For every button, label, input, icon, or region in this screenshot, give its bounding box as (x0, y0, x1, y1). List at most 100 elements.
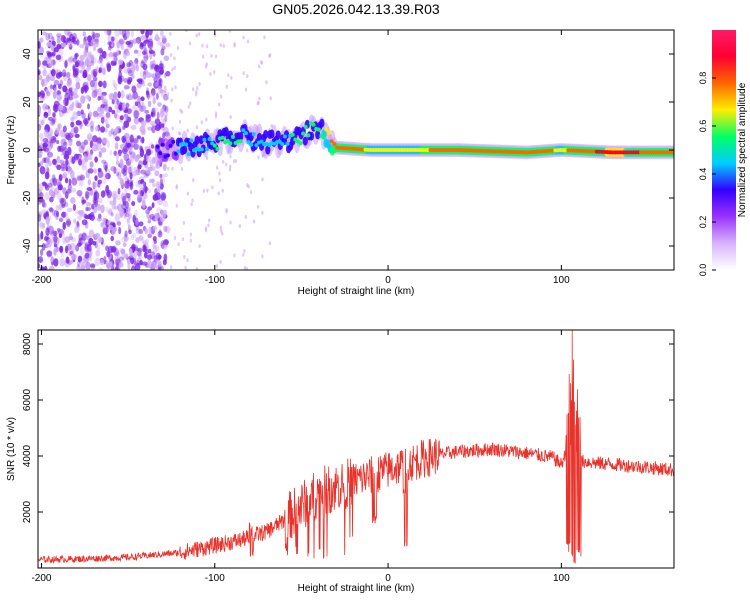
noise-dot (119, 115, 124, 121)
noise-dot (243, 248, 246, 253)
signal-peak (171, 139, 176, 144)
noise-dot (125, 212, 130, 218)
noise-dot (109, 263, 114, 270)
noise-dot (129, 248, 133, 256)
noise-dot (103, 255, 108, 261)
noise-dot (38, 263, 41, 269)
noise-dot (91, 34, 95, 43)
noise-dot (99, 258, 105, 266)
noise-dot (128, 229, 132, 235)
noise-dot (38, 107, 41, 116)
noise-dot (118, 226, 122, 235)
signal-peak (238, 139, 243, 144)
noise-dot (79, 210, 85, 217)
noise-dot (122, 102, 126, 111)
noise-dot (47, 215, 52, 222)
noise-dot (131, 85, 137, 93)
noise-dot (84, 243, 90, 251)
noise-dot (180, 166, 184, 171)
noise-dot (67, 184, 72, 191)
noise-dot (104, 127, 108, 133)
noise-dot (178, 119, 182, 124)
noise-dot (130, 74, 135, 80)
snr-frame (37, 329, 675, 569)
noise-dot (211, 185, 214, 190)
noise-dot (115, 160, 120, 166)
noise-dot (70, 187, 77, 193)
noise-dot (134, 156, 139, 162)
noise-dot (41, 209, 47, 215)
noise-dot (38, 192, 44, 199)
noise-dot (148, 189, 152, 194)
noise-dot (77, 176, 83, 181)
noise-dot (105, 114, 111, 121)
noise-dot (45, 216, 50, 225)
signal-peak (280, 141, 285, 146)
noise-dot (268, 241, 272, 246)
noise-dot (140, 129, 146, 135)
noise-dot (79, 121, 83, 130)
signal-peak (210, 141, 215, 146)
noise-dot (163, 209, 167, 218)
noise-dot (158, 121, 162, 129)
noise-dot (43, 147, 50, 153)
noise-dot (158, 78, 162, 87)
noise-dot (242, 252, 245, 257)
noise-dot (79, 43, 85, 49)
noise-dot (147, 100, 152, 108)
noise-dot (154, 33, 160, 42)
noise-dot (92, 76, 98, 82)
noise-dot (53, 230, 58, 237)
noise-dot (207, 218, 211, 223)
signal-peak (303, 124, 308, 129)
noise-dot (157, 87, 163, 95)
noise-dot (106, 63, 112, 72)
noise-dot (56, 43, 62, 50)
noise-dot (145, 248, 149, 255)
noise-dot (62, 151, 67, 156)
noise-dot (69, 56, 73, 63)
noise-dot (83, 153, 87, 158)
noise-dot (81, 261, 87, 270)
noise-dot (162, 132, 166, 139)
noise-dot (72, 111, 78, 120)
signal-core (198, 135, 204, 145)
noise-dot (60, 251, 65, 258)
noise-dot (77, 255, 83, 263)
noise-dot (119, 158, 124, 168)
noise-dot (215, 264, 219, 269)
noise-dot (74, 61, 79, 68)
noise-dot (157, 254, 162, 260)
noise-dot (73, 153, 80, 160)
noise-dot (214, 114, 218, 119)
noise-dot (111, 109, 116, 115)
noise-dot (41, 78, 48, 87)
noise-dot (207, 223, 210, 228)
noise-dot (58, 203, 62, 211)
noise-dot (165, 226, 171, 234)
noise-dot (100, 204, 105, 214)
noise-dot (135, 218, 139, 226)
noise-dot (140, 42, 144, 48)
noise-dot (62, 74, 68, 82)
noise-dot (125, 40, 132, 46)
noise-dot (154, 64, 159, 70)
noise-dot (164, 115, 168, 123)
noise-dot (229, 164, 232, 169)
noise-dot (112, 53, 116, 62)
noise-dot (96, 114, 100, 120)
noise-dot (94, 156, 98, 163)
spectrogram-x-tick-label: -200 (31, 275, 51, 286)
noise-dot (153, 77, 158, 82)
noise-dot (38, 213, 41, 218)
noise-dot (81, 166, 88, 171)
noise-dot (78, 174, 85, 182)
noise-dot (86, 66, 90, 72)
noise-dot (102, 80, 107, 89)
noise-dot (81, 219, 88, 226)
noise-dot (187, 104, 191, 109)
noise-dot (90, 41, 95, 47)
noise-dot (76, 190, 83, 197)
noise-dot (38, 68, 41, 76)
